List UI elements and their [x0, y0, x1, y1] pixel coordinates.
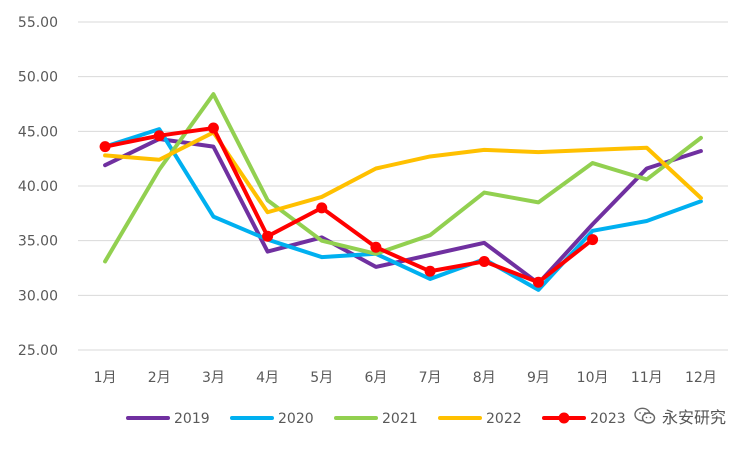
x-tick-label: 10月 — [577, 370, 609, 386]
x-tick-label: 6月 — [364, 370, 387, 386]
series-lines — [99, 92, 703, 292]
data-point-2023 — [587, 234, 599, 246]
series-line-2022 — [103, 130, 703, 215]
series-line-2020 — [103, 127, 703, 292]
y-tick-label: 40.00 — [18, 179, 58, 195]
y-tick-label: 30.00 — [18, 288, 58, 304]
legend-label-2022: 2022 — [486, 411, 522, 427]
x-tick-label: 2月 — [148, 370, 171, 386]
legend-marker-2023 — [558, 412, 570, 424]
x-tick-label: 11月 — [631, 370, 663, 386]
x-tick-label: 3月 — [202, 370, 225, 386]
x-tick-label: 7月 — [419, 370, 442, 386]
y-axis-ticks: 25.00 30.00 35.00 40.00 45.00 50.00 55.00 — [18, 15, 58, 359]
data-point-2023 — [207, 122, 219, 134]
x-tick-label: 8月 — [473, 370, 496, 386]
y-tick-label: 35.00 — [18, 234, 58, 250]
watermark-text: 永安研究 — [661, 408, 726, 427]
legend-label-2020: 2020 — [278, 411, 314, 427]
x-tick-label: 12月 — [685, 370, 717, 386]
data-point-2023 — [478, 255, 490, 267]
data-point-2023 — [262, 230, 274, 242]
data-point-2023 — [370, 241, 382, 253]
x-tick-label: 5月 — [310, 370, 333, 386]
data-point-2023 — [316, 202, 328, 214]
legend-label-2023: 2023 — [590, 411, 626, 427]
y-tick-label: 50.00 — [18, 70, 58, 86]
wechat-icon — [634, 407, 656, 424]
series-line-2023 — [103, 126, 595, 285]
y-tick-label: 55.00 — [18, 15, 58, 31]
y-tick-label: 45.00 — [18, 124, 58, 140]
series-line-2021 — [103, 92, 703, 264]
data-point-2023 — [153, 130, 165, 142]
legend: 2019 2020 2021 2022 2023 — [126, 411, 626, 427]
legend-label-2019: 2019 — [174, 411, 210, 427]
legend-label-2021: 2021 — [382, 411, 418, 427]
data-point-2023 — [532, 276, 544, 288]
x-tick-label: 9月 — [527, 370, 550, 386]
y-tick-label: 25.00 — [18, 343, 58, 359]
x-axis-ticks: 1月 2月 3月 4月 5月 6月 7月 8月 9月 10月 11月 12月 — [94, 370, 717, 386]
x-tick-label: 4月 — [256, 370, 279, 386]
data-point-2023 — [99, 141, 111, 153]
x-tick-label: 1月 — [94, 370, 117, 386]
data-point-2023 — [424, 265, 436, 277]
watermark: 永安研究 — [629, 402, 730, 430]
